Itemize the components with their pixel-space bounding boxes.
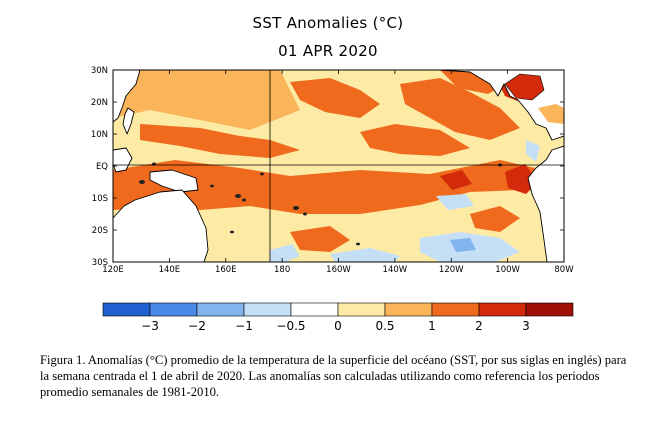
y-tick-label: 10S bbox=[92, 194, 108, 204]
colorbar-label: −3 bbox=[141, 319, 159, 333]
colorbar-swatch bbox=[384, 302, 433, 317]
x-tick-label: 140W bbox=[383, 265, 408, 275]
anomaly-patch bbox=[113, 160, 545, 214]
island-mark bbox=[293, 206, 299, 210]
island-mark bbox=[139, 180, 145, 184]
anomaly-patch bbox=[450, 238, 476, 252]
anomaly-patch bbox=[526, 140, 540, 162]
anomaly-patch bbox=[113, 70, 300, 130]
y-tick-label: EQ bbox=[96, 162, 108, 172]
x-tick-label: 120W bbox=[439, 265, 464, 275]
island-mark bbox=[235, 194, 241, 198]
island-mark bbox=[356, 242, 360, 246]
land-new-guinea bbox=[149, 169, 199, 193]
anomaly-patch bbox=[436, 194, 474, 210]
anomaly-patch bbox=[270, 244, 300, 262]
anomaly-patch bbox=[290, 78, 380, 118]
y-tick-label: 30S bbox=[92, 258, 108, 268]
colorbar-label: 2 bbox=[475, 319, 483, 333]
x-tick-label: 120E bbox=[102, 265, 124, 275]
island-mark bbox=[230, 230, 234, 234]
x-tick-label: 160W bbox=[326, 265, 351, 275]
anomaly-patch bbox=[440, 170, 472, 190]
colorbar-swatch bbox=[196, 302, 245, 317]
land-asia bbox=[113, 70, 141, 123]
island-mark bbox=[260, 172, 264, 176]
anomaly-patch bbox=[360, 124, 470, 156]
land-borneo bbox=[113, 147, 133, 173]
gulf-of-mexico-patch bbox=[504, 73, 545, 101]
colorbar-swatch bbox=[243, 302, 292, 317]
land-philippines bbox=[122, 107, 135, 135]
colorbar-swatch bbox=[478, 302, 527, 317]
colorbar-swatch bbox=[102, 302, 151, 317]
y-tick-label: 20S bbox=[92, 226, 108, 236]
anomaly-patch bbox=[140, 124, 300, 158]
colorbar-swatch bbox=[290, 302, 339, 317]
colorbar-swatch bbox=[525, 302, 574, 317]
island-mark bbox=[210, 184, 214, 188]
colorbar-swatch bbox=[431, 302, 480, 317]
island-mark bbox=[303, 212, 307, 216]
x-tick-label: 180 bbox=[274, 265, 290, 275]
colorbar-label: 3 bbox=[522, 319, 530, 333]
colorbar-label: 0.5 bbox=[375, 319, 394, 333]
anomaly-patch bbox=[290, 226, 350, 252]
figure-caption: Figura 1. Anomalías (°C) promedio de la … bbox=[40, 353, 627, 399]
y-tick-label: 30N bbox=[91, 66, 108, 76]
colorbar-label: −2 bbox=[188, 319, 206, 333]
colorbar-swatch bbox=[337, 302, 386, 317]
colorbar-label: 1 bbox=[428, 319, 436, 333]
x-tick-label: 140E bbox=[159, 265, 181, 275]
land-australia bbox=[113, 189, 209, 262]
colorbar-label: −0.5 bbox=[276, 319, 305, 333]
y-tick-label: 20N bbox=[91, 98, 108, 108]
anomaly-patch bbox=[330, 248, 400, 262]
island-mark bbox=[242, 198, 246, 202]
x-tick-label: 100W bbox=[495, 265, 520, 275]
caribbean-patch bbox=[538, 104, 564, 124]
chart-subtitle: 01 APR 2020 bbox=[278, 42, 378, 60]
y-tick-label: 10N bbox=[91, 130, 108, 140]
anomaly-patch bbox=[470, 206, 520, 232]
colorbar-swatch bbox=[149, 302, 198, 317]
x-tick-label: 160E bbox=[215, 265, 237, 275]
anomaly-patch bbox=[400, 78, 520, 140]
colorbar-label: 0 bbox=[334, 319, 342, 333]
chart-title: SST Anomalies (°C) bbox=[252, 14, 404, 32]
colorbar-label: −1 bbox=[235, 319, 253, 333]
x-tick-label: 80W bbox=[554, 265, 574, 275]
